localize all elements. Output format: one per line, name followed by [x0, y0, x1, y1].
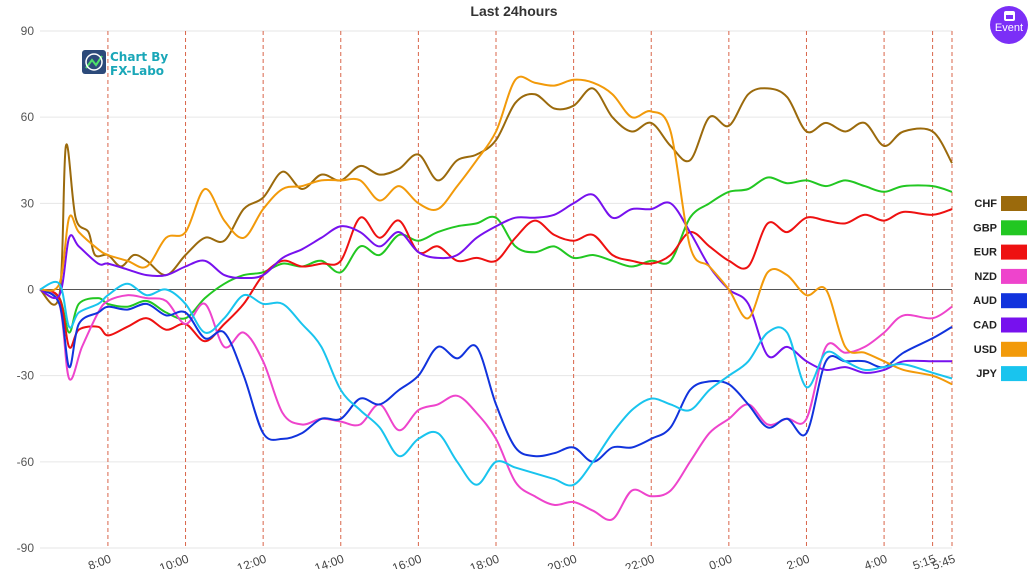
legend-swatch-chf	[1001, 196, 1027, 211]
x-axis: 8:00 10:00 12:00 14:00 16:00 18:00 20:00 22:00 0…	[86, 552, 957, 569]
legend-label-chf: CHF	[974, 198, 997, 210]
y-tick-label: -90	[17, 541, 35, 555]
series-line-chf	[39, 87, 953, 306]
y-tick-label: -60	[17, 455, 35, 469]
x-tick-label: 20:00	[546, 552, 579, 569]
grid-lines	[40, 30, 953, 549]
x-tick-label: 2:00	[785, 552, 812, 569]
x-tick-label: 4:00	[862, 552, 889, 569]
y-tick-label: 90	[21, 24, 35, 38]
legend-swatch-jpy	[1001, 366, 1027, 382]
event-button-label: Event	[994, 22, 1024, 34]
legend-swatch-eur	[1001, 244, 1027, 260]
calendar-icon	[1003, 11, 1015, 21]
event-button[interactable]: Event	[990, 6, 1028, 44]
x-tick-label: 10:00	[158, 552, 191, 569]
x-tick-label: 22:00	[623, 552, 656, 569]
legend-label-usd: USD	[974, 344, 997, 356]
x-tick-label: 0:00	[707, 552, 734, 569]
series-lines	[39, 75, 953, 521]
legend-label-nzd: NZD	[974, 271, 997, 283]
chart-title: Last 24hours	[470, 3, 557, 19]
x-tick-label: 14:00	[313, 552, 346, 569]
legend-swatch-cad	[1001, 317, 1027, 333]
x-tick-label: 18:00	[468, 552, 501, 569]
y-tick-label: 60	[21, 110, 35, 124]
legend-label-aud: AUD	[973, 295, 997, 307]
legend-label-jpy: JPY	[976, 368, 997, 380]
legend-label-cad: CAD	[973, 320, 997, 332]
y-tick-label: 30	[21, 196, 35, 210]
logo-line-2: FX-Labo	[110, 64, 164, 78]
legend-swatch-aud	[1001, 293, 1027, 309]
legend-label-eur: EUR	[974, 247, 997, 259]
x-tick-label: 16:00	[390, 552, 423, 569]
x-tick-label: 12:00	[235, 552, 268, 569]
series-line-aud	[39, 288, 953, 463]
y-axis: 90 60 30 0 -30 -60 -90	[17, 24, 35, 555]
series-line-cad	[39, 193, 952, 374]
legend-swatch-nzd	[1001, 268, 1027, 284]
legend-label-gbp: GBP	[973, 222, 997, 234]
legend-swatch-usd	[1001, 341, 1027, 357]
logo-magnifier-icon	[85, 53, 103, 71]
legend: CHF GBP EUR NZD AUD CAD USD JPY	[973, 196, 1027, 382]
series-line-gbp	[39, 176, 953, 334]
series-line-usd	[39, 75, 953, 386]
y-tick-label: -30	[17, 369, 35, 383]
logo-trend-icon	[85, 55, 103, 69]
logo-line-1: Chart By	[110, 50, 168, 64]
series-line-jpy	[39, 280, 953, 487]
fx-labo-logo: Chart By FX-Labo	[82, 50, 168, 78]
x-tick-label: 8:00	[86, 552, 113, 569]
legend-swatch-gbp	[1001, 220, 1027, 236]
y-tick-label: 0	[27, 283, 34, 297]
x-tick-label: 5:45	[930, 552, 957, 569]
series-line-eur	[39, 208, 953, 349]
